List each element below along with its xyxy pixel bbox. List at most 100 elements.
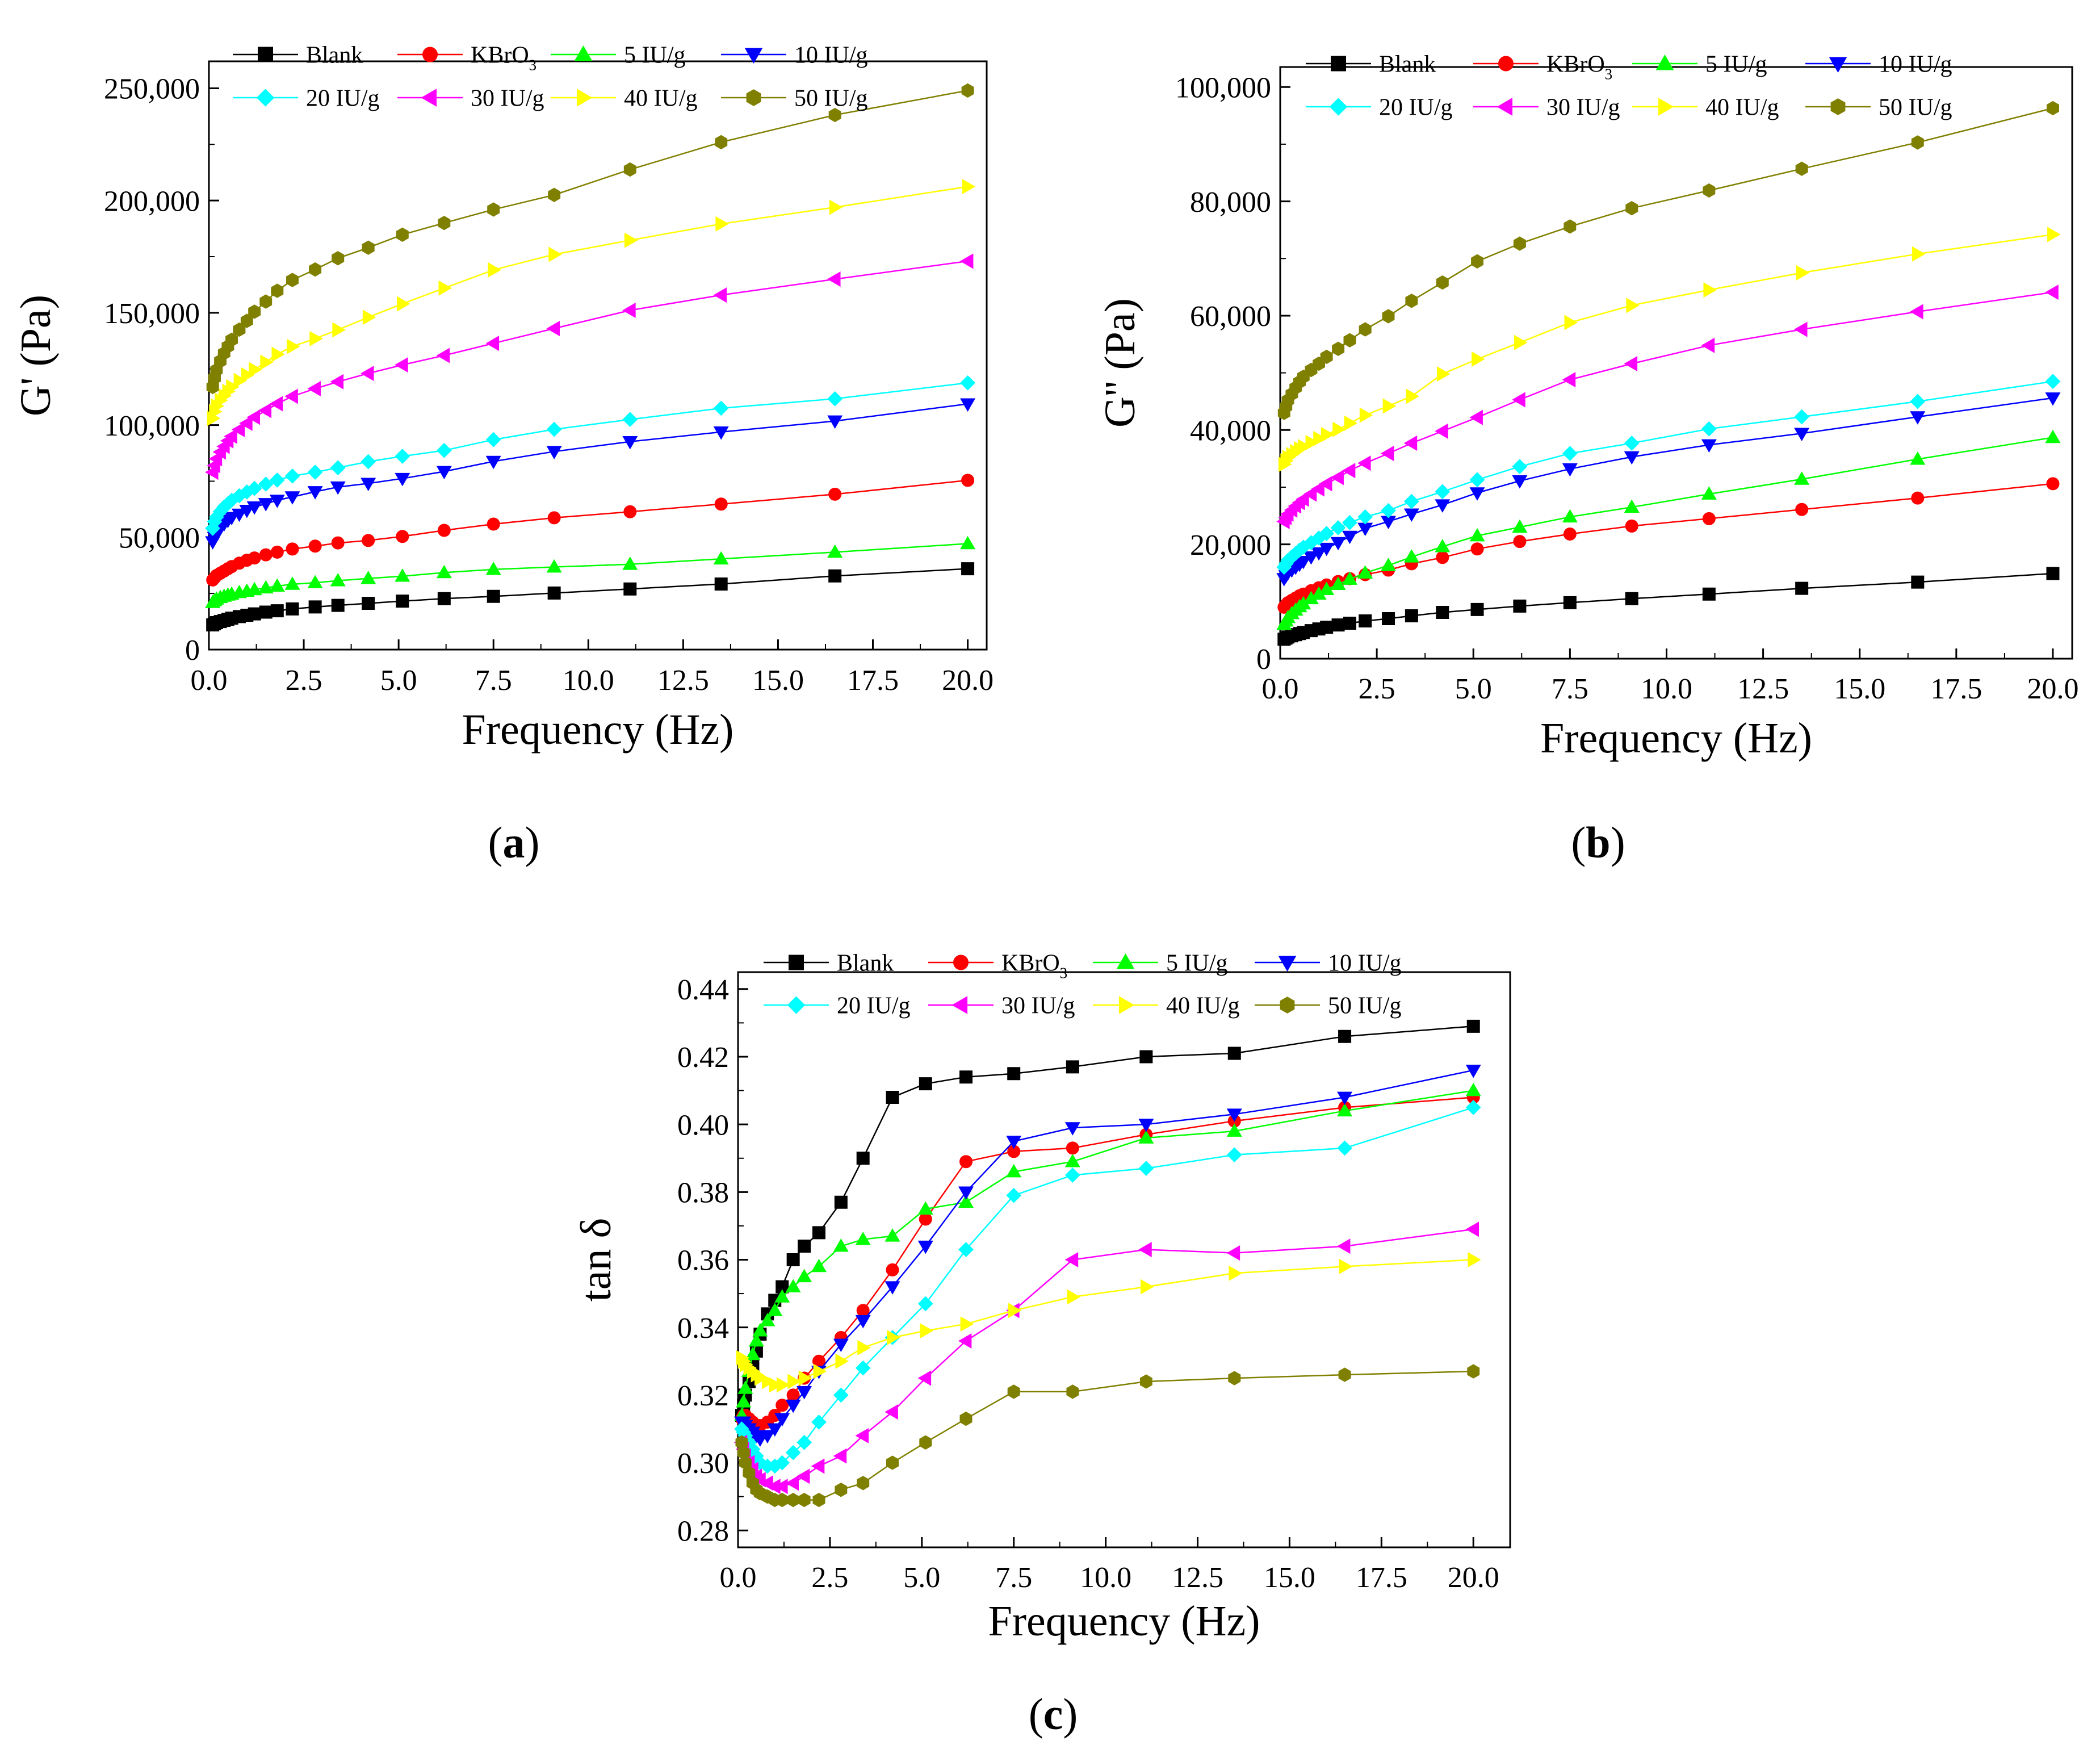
data-point [246,409,261,425]
panel-b-caption: (b) [1571,818,1625,867]
data-point [960,535,976,550]
data-point [436,466,452,480]
data-point [1320,621,1334,634]
data-point [1795,503,1809,516]
data-point [224,512,240,526]
legend-label: 40 IU/g [1705,95,1779,121]
y-tick-label: 20,000 [1190,529,1271,562]
x-axis-label: Frequency (Hz) [988,1597,1260,1645]
legend-entry-30-iu-g: 30 IU/g [397,86,544,112]
data-point [1436,605,1449,619]
legend-entry-5-iu-g: 5 IU/g [1093,951,1228,977]
data-point [767,1423,783,1437]
legend-label: 20 IU/g [837,993,911,1019]
data-point [485,455,501,470]
data-point [886,1090,899,1104]
data-point [396,595,409,608]
legend-a: Blank KBrO3 5 IU/g 10 IU/g 20 IU/g 30 IU/g 40 … [233,43,868,112]
data-point [855,1360,871,1376]
data-point [856,1152,870,1165]
legend-marker-kbro3 [953,955,969,970]
data-point [1406,388,1420,404]
data-point [1297,438,1311,455]
data-point [1910,394,1926,409]
x-tick-label: 15.0 [1834,673,1885,705]
data-point [827,271,841,287]
data-point [828,487,842,501]
data-point [919,1212,932,1226]
data-point [225,332,238,347]
data-point [1626,298,1640,313]
x-tick-label: 5.0 [903,1562,940,1594]
data-point [917,1370,932,1386]
data-point [269,396,283,412]
legend-marker-30-iu-g [952,996,968,1014]
data-point [798,1370,812,1386]
data-point [1296,556,1311,570]
data-point [785,1399,801,1413]
data-point [835,1483,848,1497]
data-point [1469,409,1483,425]
data-point [811,1458,825,1474]
data-point [1337,1140,1352,1156]
data-point [1357,565,1373,579]
data-point [308,600,322,614]
data-point [1436,551,1449,564]
x-tick-label: 0.0 [720,1562,757,1594]
data-point [1512,392,1525,408]
series-20-iu-g [1276,374,2061,575]
data-point [1138,1119,1154,1132]
data-point [785,1445,801,1460]
data-point [1382,612,1395,626]
legend-marker-50-iu-g [1280,997,1295,1014]
data-point [307,486,323,500]
x-tick-label: 2.5 [286,664,322,697]
data-point [812,1226,825,1240]
data-point [1624,451,1640,465]
data-point [1469,487,1485,501]
data-point [436,348,450,363]
data-point [1342,515,1357,530]
data-point [958,1194,974,1208]
data-point [1008,1303,1022,1318]
data-point [748,1333,764,1347]
x-tick-label: 0.0 [1262,673,1299,705]
legend-label: 40 IU/g [624,86,698,112]
x-tick-label: 5.0 [1455,673,1492,705]
data-point [1342,463,1356,479]
data-point [284,576,300,590]
data-point [330,481,346,495]
chart-panel-a: 0.0 2.5 5.0 7.5 10.0 12.5 15.0 17.5 20.0 0 50,000 1… [12,43,994,754]
data-point [248,304,261,319]
data-point [271,283,284,298]
data-point [546,446,562,459]
data-point [776,1280,789,1294]
data-point [269,495,285,508]
legend-marker-40-iu-g [576,89,593,107]
data-point [1380,446,1394,462]
legend-entry-kbro3: KBrO3 [1473,52,1612,83]
legend-entry-30-iu-g: 30 IU/g [1473,95,1620,121]
chart-panel-c: 0.0 2.5 5.0 7.5 10.0 12.5 15.0 17.5 20.0 0.28 0.30… [572,951,1511,1645]
y-tick-label: 0 [1256,643,1271,676]
data-point [1305,434,1319,450]
data-point [1465,1099,1481,1115]
y-tick-label: 100,000 [1175,72,1271,104]
data-point [1701,421,1717,437]
data-point [787,1374,801,1389]
y-tick-label: 0 [185,634,200,667]
data-point [811,1414,827,1430]
series-10-iu-g [733,1064,1481,1447]
x-tick-label: 15.0 [752,664,804,697]
legend-entry-10-iu-g: 10 IU/g [721,43,868,69]
data-point [798,1240,811,1253]
data-point [827,544,843,558]
data-point [330,572,346,587]
data-point [833,1387,849,1403]
data-point [827,415,843,429]
x-tick-label: 7.5 [995,1562,1032,1594]
data-point [961,474,975,487]
data-point [962,179,976,195]
data-point [1469,472,1485,488]
series-5-iu-g [205,535,976,608]
